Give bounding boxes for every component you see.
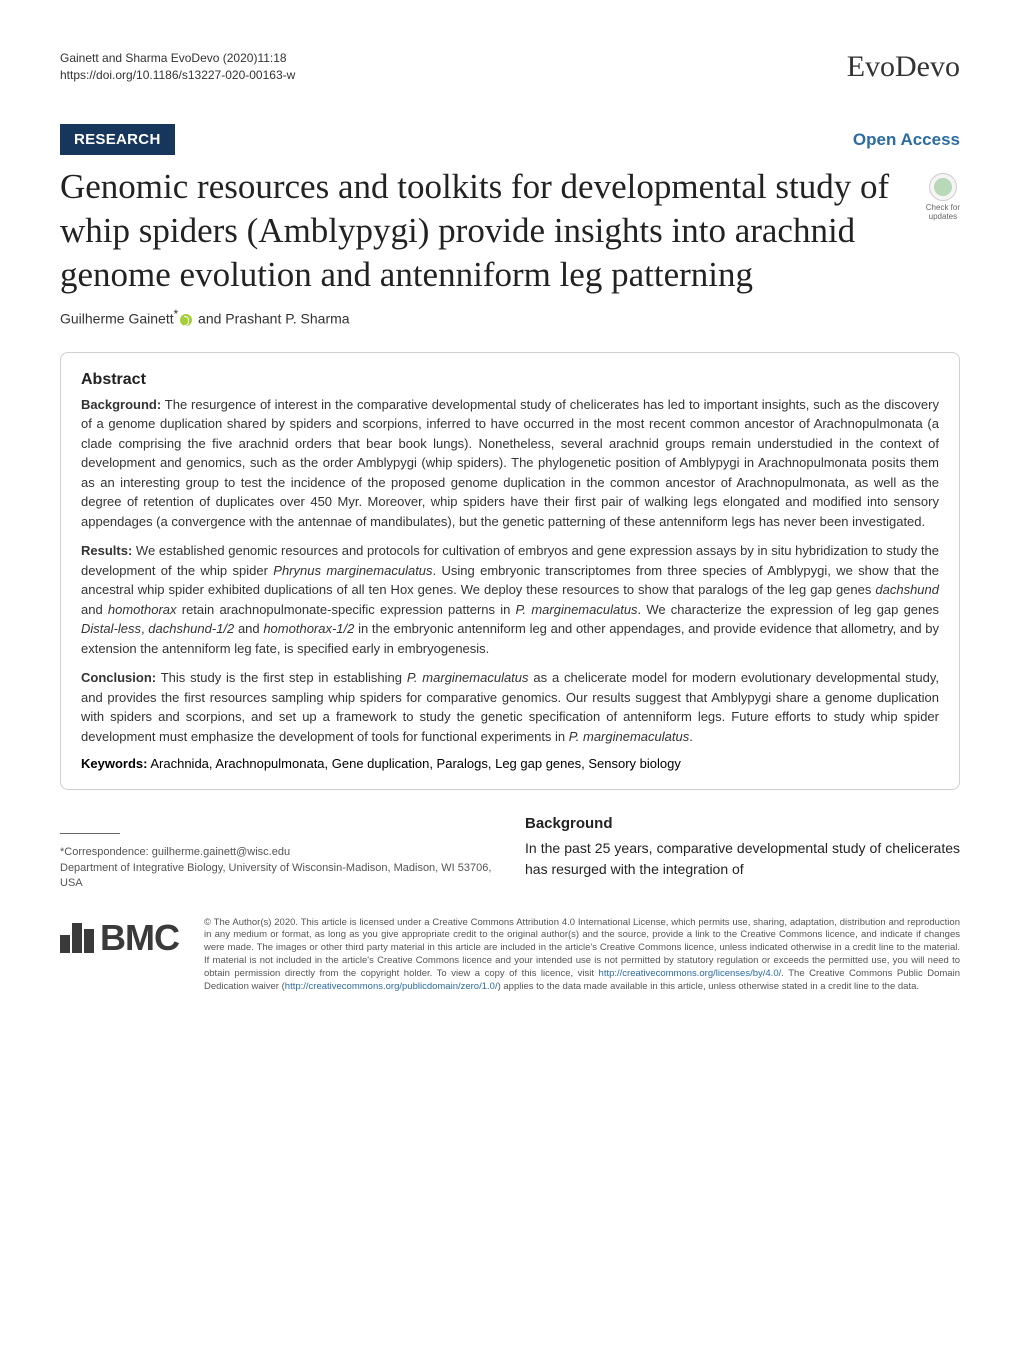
citation-doi: https://doi.org/10.1186/s13227-020-00163… — [60, 67, 295, 84]
abstract-results: Results: We established genomic resource… — [81, 541, 939, 658]
crossmark-inner-circle — [934, 178, 952, 196]
footer-row: BMC © The Author(s) 2020. This article i… — [60, 917, 960, 994]
authors: Guilherme Gainett* and Prashant P. Sharm… — [60, 308, 960, 327]
bmc-bar-2 — [72, 923, 82, 953]
correspondence-address: Department of Integrative Biology, Unive… — [60, 861, 495, 892]
abstract-heading: Abstract — [81, 371, 939, 389]
background-heading: Background — [525, 815, 960, 832]
crossmark-icon — [929, 173, 957, 201]
author-sup: * — [174, 308, 179, 321]
copyright-text: © The Author(s) 2020. This article is li… — [204, 917, 960, 994]
abstract-conclusion: Conclusion: This study is the first step… — [81, 668, 939, 746]
citation-line-1: Gainett and Sharma EvoDevo (2020)11:18 — [60, 50, 295, 67]
abstract-results-label: Results: — [81, 543, 132, 558]
abstract-background-text: The resurgence of interest in the compar… — [81, 397, 939, 529]
abstract-box: Abstract Background: The resurgence of i… — [60, 352, 960, 791]
abstract-conclusion-label: Conclusion: — [81, 670, 156, 685]
bmc-mark-icon — [60, 923, 94, 953]
abstract-results-text: We established genomic resources and pro… — [81, 543, 939, 656]
research-badge: RESEARCH — [60, 124, 175, 155]
bmc-logo: BMC — [60, 917, 179, 959]
article-title: Genomic resources and toolkits for devel… — [60, 165, 911, 296]
title-row: Genomic resources and toolkits for devel… — [60, 165, 960, 308]
abstract-conclusion-text: This study is the first step in establis… — [81, 670, 939, 744]
header-meta: Gainett and Sharma EvoDevo (2020)11:18 h… — [60, 50, 960, 84]
license-link-2[interactable]: http://creativecommons.org/publicdomain/… — [285, 981, 498, 992]
background-text: In the past 25 years, comparative develo… — [525, 838, 960, 880]
correspondence-block: *Correspondence: guilherme.gainett@wisc.… — [60, 815, 495, 891]
crossmark-label: Check forupdates — [926, 203, 960, 221]
license-link-1[interactable]: http://creativecommons.org/licenses/by/4… — [599, 968, 782, 979]
orcid-icon[interactable] — [180, 314, 192, 326]
bmc-bar-3 — [84, 929, 94, 953]
keywords: Keywords: Arachnida, Arachnopulmonata, G… — [81, 756, 939, 771]
abstract-background-label: Background: — [81, 397, 161, 412]
bmc-bar-1 — [60, 935, 70, 953]
author-1: Guilherme Gainett — [60, 311, 174, 327]
abstract-background: Background: The resurgence of interest i… — [81, 395, 939, 532]
bmc-text: BMC — [100, 917, 179, 959]
page-container: Gainett and Sharma EvoDevo (2020)11:18 h… — [0, 0, 1020, 1033]
header-bar: RESEARCH Open Access — [60, 124, 960, 155]
open-access-label: Open Access — [853, 130, 960, 150]
keywords-text: Arachnida, Arachnopulmonata, Gene duplic… — [147, 756, 680, 771]
copyright-part3: ) applies to the data made available in … — [498, 981, 919, 992]
crossmark-widget[interactable]: Check forupdates — [926, 173, 960, 221]
author-rest: and Prashant P. Sharma — [194, 311, 349, 327]
keywords-label: Keywords: — [81, 756, 147, 771]
lower-columns: *Correspondence: guilherme.gainett@wisc.… — [60, 815, 960, 891]
background-column: Background In the past 25 years, compara… — [525, 815, 960, 891]
correspondence-email: *Correspondence: guilherme.gainett@wisc.… — [60, 845, 495, 860]
journal-logo: EvoDevo — [847, 50, 960, 84]
citation-block: Gainett and Sharma EvoDevo (2020)11:18 h… — [60, 50, 295, 84]
